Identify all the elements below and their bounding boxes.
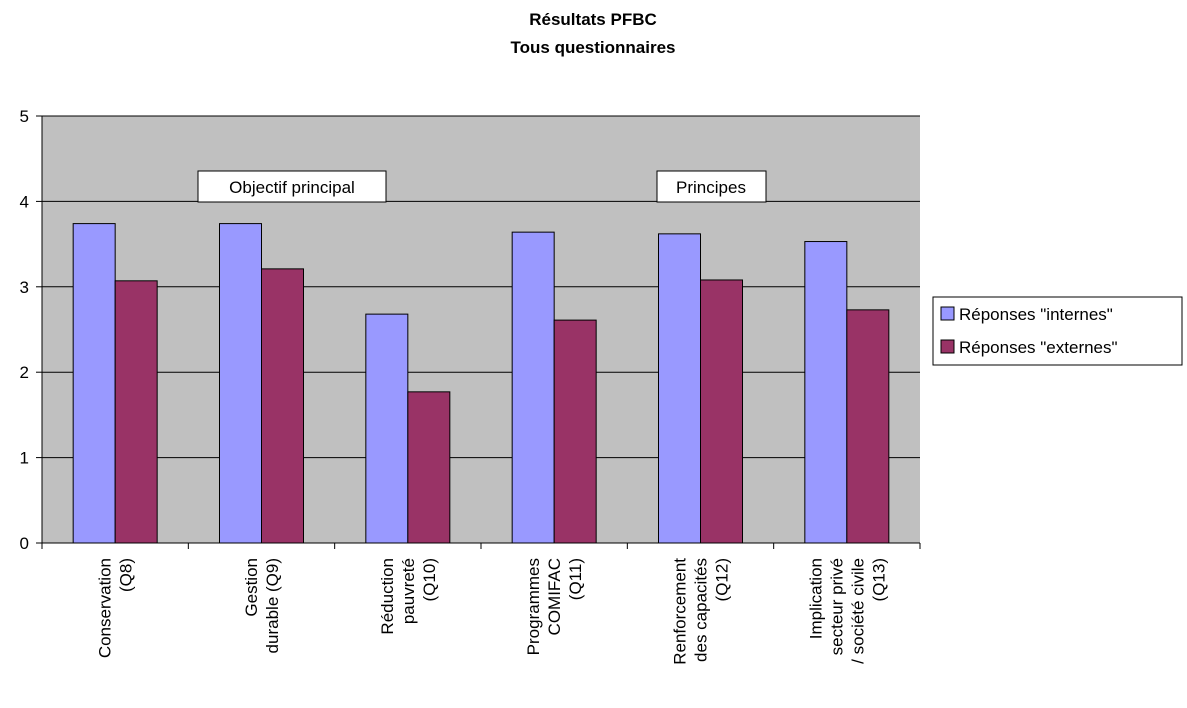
x-category-label: Gestion durable (Q9) [242,558,282,653]
annotation-objectif-principal: Objectif principal [197,170,387,203]
x-category-label-line: Réduction [378,558,397,635]
gridlines [42,115,920,459]
legend: Réponses "internes" Réponses "externes" [932,296,1183,366]
bar-externes [846,309,890,544]
y-tick-label: 1 [20,449,29,468]
annotation-principes-label: Principes [676,178,746,197]
annotation-principes: Principes [656,170,767,203]
x-category-label: Renforcement des capacités (Q12) [671,558,732,665]
x-category-label-line: secteur privé [827,558,846,655]
bar-externes [261,268,304,544]
y-tick-label: 5 [20,107,29,126]
legend-label-externes: Réponses "externes" [959,338,1118,357]
x-category-label-line: (Q8) [117,558,136,592]
bar-externes [700,279,743,544]
x-category-label-line: (Q10) [420,558,439,601]
x-category-label-line: COMIFAC [545,558,564,635]
y-axis-ticks: 0 1 2 3 4 5 [20,107,42,553]
bar-internes [804,241,848,544]
legend-swatch-externes [940,339,955,354]
chart-title-line-1: Résultats PFBC [529,10,657,29]
bar-externes [553,319,597,544]
legend-label-internes: Réponses "internes" [959,305,1113,324]
x-category-label-line: Gestion [242,558,261,617]
x-category-label: Programmes COMIFAC (Q11) [524,558,585,655]
bar-internes [72,223,116,544]
x-category-label-line: (Q11) [566,558,585,600]
x-category-label: Réduction pauvreté (Q10) [378,558,439,635]
legend-box [932,296,1183,366]
x-category-label-line: Conservation [96,558,115,658]
y-tick-label: 4 [20,192,29,211]
bar-internes [365,313,409,544]
y-tick-label: 2 [20,363,29,382]
bar-externes [114,280,158,544]
x-category-label-line: des capacités [692,558,711,662]
x-category-label: Conservation (Q8) [96,558,136,658]
bars [72,223,890,544]
x-category-label-line: Renforcement [671,558,690,665]
y-tick-label: 0 [20,534,29,553]
x-category-label-line: pauvreté [399,558,418,624]
x-axis-categories: Conservation (Q8) Gestion durable (Q9) Réduc… [96,558,889,665]
bar-externes [407,391,451,544]
x-category-label-line: Implication [806,558,825,639]
x-category-label-line: (Q13) [869,558,888,601]
chart-title-line-2: Tous questionnaires [511,38,676,57]
x-category-label-line: Programmes [524,558,543,655]
x-category-label-line: / société civile [848,558,867,664]
y-tick-label: 3 [20,278,29,297]
x-category-label-line: (Q12) [713,558,732,601]
bar-internes [658,233,701,544]
bar-internes [219,223,262,544]
axes [41,116,921,549]
plot-area [42,116,920,543]
legend-swatch-internes [940,306,955,321]
x-category-label-line: durable (Q9) [263,558,282,653]
bar-internes [511,231,555,544]
annotation-objectif-principal-label: Objectif principal [229,178,355,197]
x-category-label: Implication secteur privé / société civile… [806,558,888,664]
